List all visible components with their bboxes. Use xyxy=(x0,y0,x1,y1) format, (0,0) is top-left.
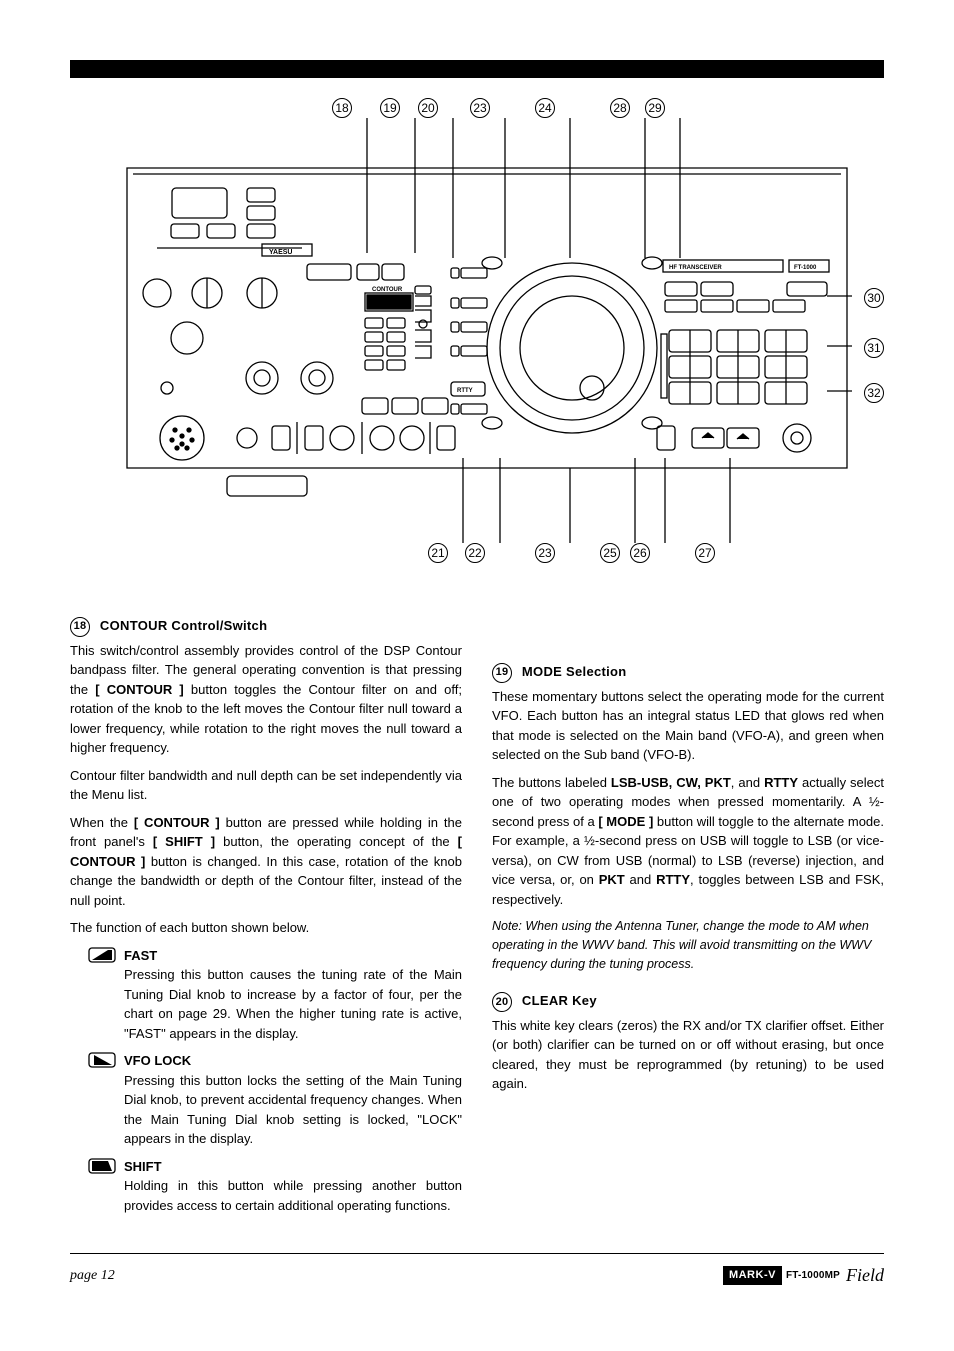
section-18-title: CONTOUR Control/Switch xyxy=(100,618,267,633)
callout-23-top: 23 xyxy=(470,98,490,118)
callout-23-bot: 23 xyxy=(535,543,555,563)
content-columns: 18 CONTOUR Control/Switch This switch/co… xyxy=(70,598,884,1223)
vfolock-bracket-icon xyxy=(88,1051,116,1075)
section-19: 19 MODE Selection These momentary button… xyxy=(492,662,884,973)
callout-22: 22 xyxy=(465,543,485,563)
s18-p3: When the [ CONTOUR ] button are pressed … xyxy=(70,813,462,911)
num-18-icon: 18 xyxy=(70,617,90,637)
model-text: FT-1000 xyxy=(794,265,817,271)
s19-p2: The buttons labeled LSB-USB, CW, PKT, an… xyxy=(492,773,884,910)
num-20-icon: 20 xyxy=(492,992,512,1012)
section-20: 20 CLEAR Key This white key clears (zero… xyxy=(492,991,884,1094)
callout-32: 32 xyxy=(864,383,884,403)
callout-30: 30 xyxy=(864,288,884,308)
field-script-text: Field xyxy=(846,1262,884,1289)
section-20-title: CLEAR Key xyxy=(522,993,597,1008)
s18-sub-header: The function of each button shown below. xyxy=(70,918,462,938)
left-column: 18 CONTOUR Control/Switch This switch/co… xyxy=(70,598,462,1223)
num-19-icon: 19 xyxy=(492,663,512,683)
callout-29-top: 29 xyxy=(645,98,665,118)
callout-19-top: 19 xyxy=(380,98,400,118)
vfolock-title: VFO LOCK xyxy=(124,1051,462,1071)
right-column: 19 MODE Selection These momentary button… xyxy=(492,598,884,1223)
top-black-bar xyxy=(70,60,884,78)
brand-text: YAESU xyxy=(269,249,292,256)
front-panel-diagram: 18 19 20 23 24 28 29 30 31 32 21 22 23 2… xyxy=(70,98,884,598)
fast-text: Pressing this button causes the tuning r… xyxy=(124,965,462,1043)
hf-text: HF TRANSCEIVER xyxy=(669,265,722,271)
section-19-title: MODE Selection xyxy=(522,664,627,679)
shift-bracket-icon xyxy=(88,1157,116,1181)
vfolock-text: Pressing this button locks the setting o… xyxy=(124,1071,462,1149)
rtty-text: RTTY xyxy=(457,388,473,394)
callout-26: 26 xyxy=(630,543,650,563)
callout-27: 27 xyxy=(695,543,715,563)
sub-fast: FAST Pressing this button causes the tun… xyxy=(88,946,462,1044)
s18-p1: This switch/control assembly provides co… xyxy=(70,641,462,758)
callout-20-top: 20 xyxy=(418,98,438,118)
shift-text: Holding in this button while pressing an… xyxy=(124,1176,462,1215)
s19-p1: These momentary buttons select the opera… xyxy=(492,687,884,765)
fast-title: FAST xyxy=(124,946,462,966)
s18-p2: Contour filter bandwidth and null depth … xyxy=(70,766,462,805)
s18-sublist: FAST Pressing this button causes the tun… xyxy=(88,946,462,1216)
footer-brand: MARK-V FT-1000MP Field xyxy=(723,1262,884,1289)
section-18: 18 CONTOUR Control/Switch This switch/co… xyxy=(70,616,462,1215)
page-number: page 12 xyxy=(70,1265,115,1286)
s20-p1: This white key clears (zeros) the RX and… xyxy=(492,1016,884,1094)
fast-bracket-icon xyxy=(88,946,116,970)
callout-18-top: 18 xyxy=(332,98,352,118)
s19-note: Note: When using the Antenna Tuner, chan… xyxy=(492,917,884,973)
sub-vfolock: VFO LOCK Pressing this button locks the … xyxy=(88,1051,462,1149)
transceiver-line-drawing: YAESU HF TRANSCEIVER FT-1000 CONTOUR RTT… xyxy=(97,98,857,568)
callout-25: 25 xyxy=(600,543,620,563)
mark-v-badge: MARK-V xyxy=(723,1266,782,1285)
sub-shift: SHIFT Holding in this button while press… xyxy=(88,1157,462,1216)
callout-28-top: 28 xyxy=(610,98,630,118)
callout-24-top: 24 xyxy=(535,98,555,118)
page-footer: page 12 MARK-V FT-1000MP Field xyxy=(70,1253,884,1289)
contour-text: CONTOUR xyxy=(372,287,403,293)
shift-title: SHIFT xyxy=(124,1157,462,1177)
callout-31: 31 xyxy=(864,338,884,358)
ft-model-text: FT-1000MP xyxy=(786,1268,840,1283)
callout-21: 21 xyxy=(428,543,448,563)
